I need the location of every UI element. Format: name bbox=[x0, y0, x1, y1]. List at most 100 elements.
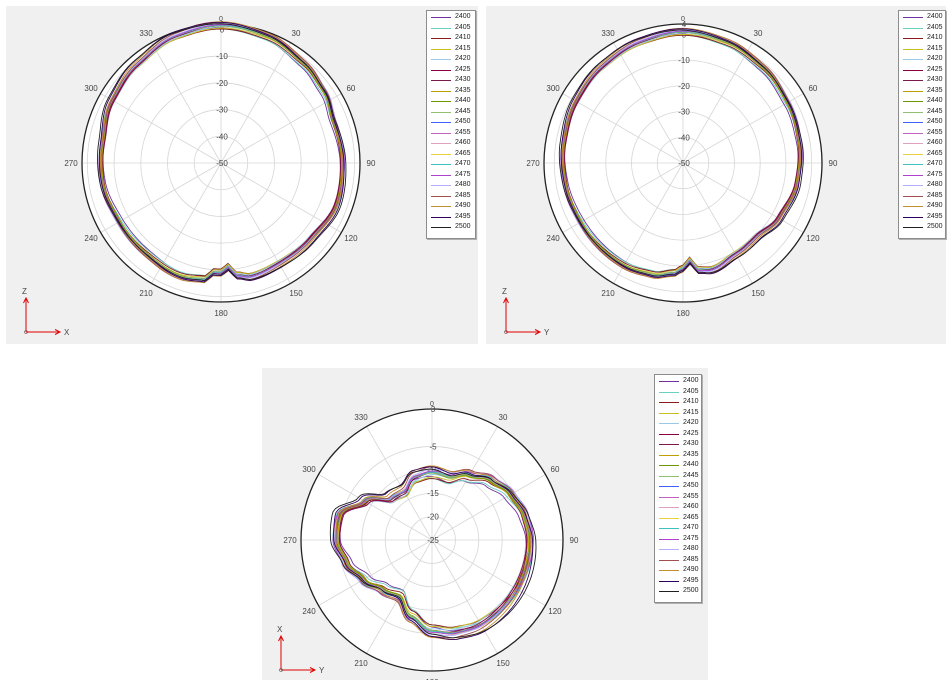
radial-tick-label: -50 bbox=[678, 159, 690, 168]
legend-label: 2445 bbox=[683, 471, 699, 479]
angle-tick-label: 240 bbox=[546, 234, 560, 243]
series-trace-2490 bbox=[335, 465, 532, 641]
legend-swatch bbox=[431, 59, 451, 60]
legend-swatch bbox=[659, 517, 679, 519]
legend-item: 2465 bbox=[427, 149, 475, 160]
legend-item: 2425 bbox=[427, 65, 475, 76]
chart-panel-3: 30 60 90 120 150 180 210 240 270 300 330 03 -5 -10 -15… bbox=[262, 368, 708, 680]
horizontal-axis-label: X bbox=[64, 328, 70, 337]
angle-tick-label: 0 bbox=[430, 401, 434, 408]
legend-item: 2475 bbox=[655, 534, 701, 545]
legend-label: 2490 bbox=[927, 202, 943, 209]
legend-swatch bbox=[903, 132, 923, 134]
legend-label: 2480 bbox=[455, 181, 471, 188]
legend-label: 2400 bbox=[927, 13, 943, 20]
angle-tick-label: 90 bbox=[829, 159, 838, 168]
legend-item: 2410 bbox=[655, 397, 701, 408]
angular-gridline bbox=[682, 93, 804, 164]
polar-chart-2: 30 60 90 120 150 180 210 240 270 300 330 040 -10 -20 -… bbox=[502, 16, 838, 337]
legend-swatch bbox=[431, 174, 451, 176]
legend-item: 2450 bbox=[427, 117, 475, 128]
legend-swatch bbox=[903, 122, 923, 123]
angular-gridline bbox=[682, 42, 753, 164]
angle-tick-label: 270 bbox=[283, 536, 297, 545]
radial-tick-label: -20 bbox=[216, 79, 228, 88]
legend-label: 2485 bbox=[927, 191, 943, 199]
legend-label: 2425 bbox=[927, 65, 943, 73]
legend-item: 2420 bbox=[655, 418, 701, 429]
axis-origin bbox=[279, 668, 283, 672]
angular-gridline bbox=[431, 426, 498, 541]
angle-tick-label: 120 bbox=[548, 607, 562, 616]
series-trace-2500 bbox=[97, 23, 347, 282]
chart-panel-2: 30 60 90 120 150 180 210 240 270 300 330 0 4 0 -10 -20 -… bbox=[486, 6, 946, 344]
legend-label: 2500 bbox=[455, 223, 471, 230]
angle-tick-label: 270 bbox=[526, 159, 540, 168]
angle-tick-label: 240 bbox=[84, 234, 98, 243]
angle-tick-label: 270 bbox=[64, 159, 78, 168]
legend-label: 2495 bbox=[927, 212, 943, 220]
legend-item: 2455 bbox=[655, 492, 701, 503]
radial-tick-label: -40 bbox=[216, 132, 228, 141]
legend-label: 2470 bbox=[683, 524, 699, 531]
angle-tick-label: 330 bbox=[139, 29, 153, 38]
radial-tick-label: -40 bbox=[678, 133, 690, 142]
legend-label: 2440 bbox=[683, 461, 699, 468]
legend-item: 2410 bbox=[899, 33, 945, 44]
legend-label: 2450 bbox=[455, 118, 471, 125]
legend-swatch bbox=[659, 412, 679, 414]
series-trace-2500 bbox=[558, 29, 804, 277]
angular-gridline bbox=[431, 539, 498, 654]
angle-tick-label: 180 bbox=[425, 678, 439, 680]
legend-label: 2500 bbox=[927, 223, 943, 230]
legend-swatch bbox=[903, 27, 923, 29]
angle-tick-label: 60 bbox=[346, 84, 355, 93]
legend-label: 2490 bbox=[455, 202, 471, 209]
legend-item: 2450 bbox=[655, 481, 701, 492]
legend-item: 2480 bbox=[899, 180, 945, 191]
angle-tick-label: 300 bbox=[84, 84, 98, 93]
legend-item: 2435 bbox=[427, 86, 475, 97]
legend-swatch bbox=[903, 227, 923, 228]
angular-gridline bbox=[613, 42, 684, 164]
legend-swatch bbox=[903, 143, 923, 144]
axis-origin bbox=[24, 330, 28, 334]
vertical-axis-label: Z bbox=[502, 287, 507, 296]
legend-swatch bbox=[903, 185, 923, 186]
legend-label: 2415 bbox=[683, 408, 699, 416]
legend-item: 2475 bbox=[899, 170, 945, 181]
legend-item: 2420 bbox=[427, 54, 475, 65]
radial-tick-label: -10 bbox=[427, 466, 439, 475]
angle-tick-label: 30 bbox=[499, 413, 508, 422]
angle-tick-label: 30 bbox=[754, 29, 763, 38]
legend-item: 2485 bbox=[427, 191, 475, 202]
legend-item: 2455 bbox=[427, 128, 475, 139]
legend-swatch bbox=[903, 17, 923, 18]
legend-swatch bbox=[659, 454, 679, 456]
legend-2: 2400 2405 2410 2415 2420 2425 2430 2435 2440 2445… bbox=[898, 10, 946, 239]
legend-item: 2495 bbox=[655, 576, 701, 587]
legend-swatch bbox=[903, 38, 923, 39]
legend-label: 2460 bbox=[455, 139, 471, 146]
angle-tick-label: 30 bbox=[292, 29, 301, 38]
legend-swatch bbox=[431, 143, 451, 144]
legend-item: 2415 bbox=[427, 44, 475, 55]
legend-item: 2400 bbox=[899, 12, 945, 23]
legend-label: 2475 bbox=[927, 170, 943, 178]
legend-swatch bbox=[431, 69, 451, 71]
legend-swatch bbox=[903, 111, 923, 113]
legend-swatch bbox=[903, 206, 923, 207]
legend-label: 2435 bbox=[927, 86, 943, 94]
legend-swatch bbox=[903, 101, 923, 102]
legend-item: 2500 bbox=[899, 222, 945, 233]
angular-gridline bbox=[220, 162, 342, 233]
legend-swatch bbox=[659, 549, 679, 550]
legend-swatch bbox=[431, 101, 451, 102]
legend-label: 2480 bbox=[927, 181, 943, 188]
legend-label: 2445 bbox=[927, 107, 943, 115]
vertical-axis-label: X bbox=[277, 625, 283, 634]
legend-label: 2465 bbox=[455, 149, 471, 157]
angle-tick-label: 150 bbox=[289, 289, 303, 298]
legend-3: 2400 2405 2410 2415 2420 2425 2430 2435 2440 2445… bbox=[654, 374, 702, 603]
legend-swatch bbox=[903, 69, 923, 71]
